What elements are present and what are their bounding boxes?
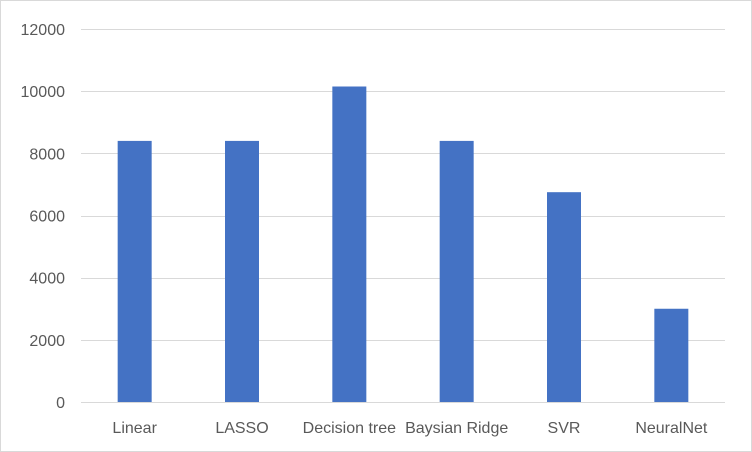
y-tick-label: 0 bbox=[56, 395, 65, 412]
y-tick-label: 4000 bbox=[29, 271, 65, 288]
y-tick-label: 6000 bbox=[29, 209, 65, 226]
x-tick-label: SVR bbox=[548, 420, 581, 437]
x-axis-tick-labels: Linear LASSO Decision tree Baysian Ridge SVR… bbox=[112, 420, 707, 437]
x-tick-label: Baysian Ridge bbox=[405, 420, 508, 437]
x-tick-label: Linear bbox=[112, 420, 157, 437]
x-tick-label: NeuralNet bbox=[635, 420, 708, 437]
y-axis-tick-labels: 0 2000 4000 6000 8000 10000 12000 bbox=[21, 22, 66, 412]
bar-neuralnet bbox=[654, 308, 689, 402]
bars bbox=[117, 86, 689, 403]
bar-baysian-ridge bbox=[439, 140, 474, 402]
gridlines bbox=[81, 29, 725, 403]
bar-linear bbox=[117, 140, 152, 402]
bar-lasso bbox=[225, 140, 259, 402]
x-tick-label: Decision tree bbox=[303, 420, 396, 437]
y-tick-label: 10000 bbox=[21, 84, 66, 101]
x-tick-label: LASSO bbox=[215, 420, 268, 437]
bar-svr bbox=[547, 192, 581, 402]
y-tick-label: 8000 bbox=[29, 146, 65, 163]
y-tick-label: 12000 bbox=[21, 22, 66, 39]
y-tick-label: 2000 bbox=[29, 333, 65, 350]
bar-decision-tree bbox=[332, 86, 367, 403]
